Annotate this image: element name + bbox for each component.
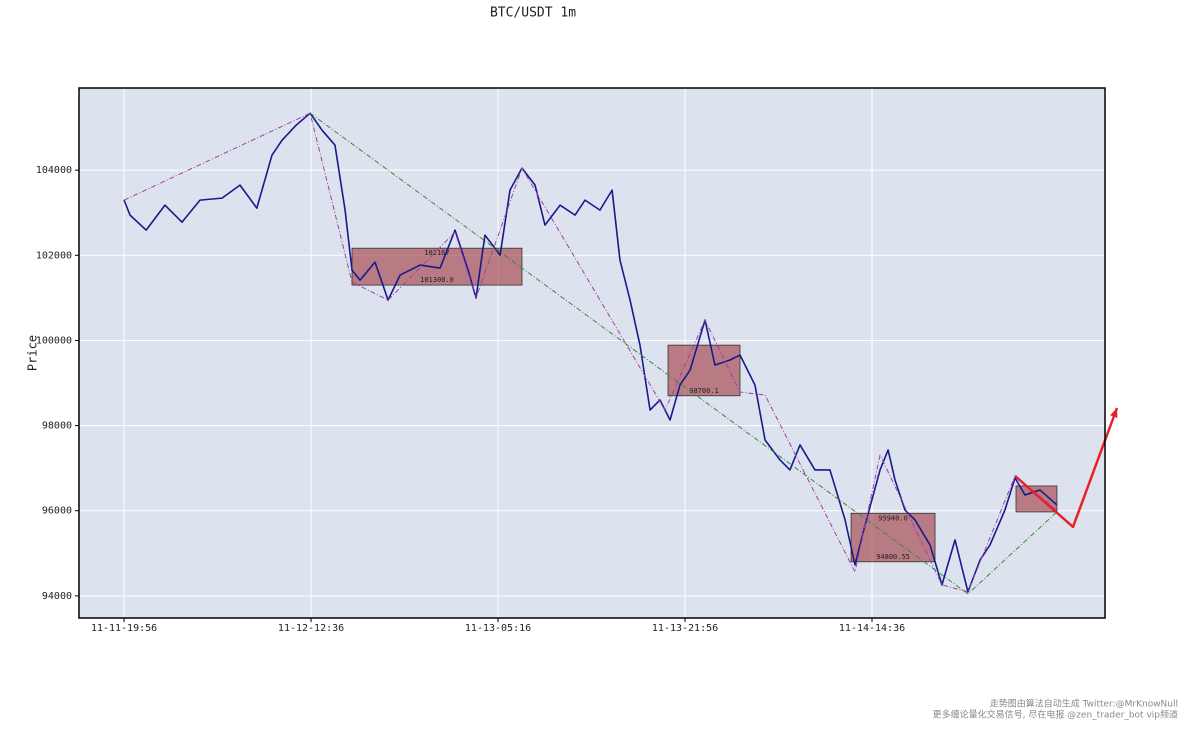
x-tick-label: 11-11-19:56: [91, 623, 157, 634]
footnote: 走势图由算法自动生成 Twitter:@MrKnowNull: [990, 698, 1178, 710]
series-line: [309, 112, 1058, 595]
y-tick-label: 104000: [36, 165, 72, 176]
zone-label: 101300.0: [420, 276, 454, 284]
y-tick-label: 100000: [36, 335, 72, 346]
series-line: [1014, 407, 1119, 529]
plot-frame: [78, 87, 1106, 619]
y-tick-label: 102000: [36, 250, 72, 261]
chart-title: BTC/USDT 1m: [490, 6, 576, 21]
y-tick-label: 96000: [42, 506, 72, 517]
pivot-zone: [850, 512, 936, 563]
series-line: [123, 112, 1058, 593]
arrow-head: [1110, 408, 1118, 418]
x-tick-label: 11-14-14:36: [839, 623, 905, 634]
plot-area: [79, 88, 1105, 618]
zone-label: 102167: [424, 249, 449, 257]
zone-label: 95940.0: [878, 514, 908, 522]
x-tick-label: 11-13-21:56: [652, 623, 718, 634]
zone-label: 98700.1: [689, 387, 719, 395]
x-tick-label: 11-13-05:16: [465, 623, 531, 634]
y-tick-label: 94000: [42, 591, 72, 602]
x-tick-label: 11-12-12:36: [278, 623, 344, 634]
y-axis-label: Price: [26, 335, 40, 371]
footnote: 更多缠论量化交易信号, 尽在电报 @zen_trader_bot vip频道: [933, 709, 1178, 721]
y-tick-label: 98000: [42, 421, 72, 432]
zone-label: 94800.55: [876, 553, 910, 561]
